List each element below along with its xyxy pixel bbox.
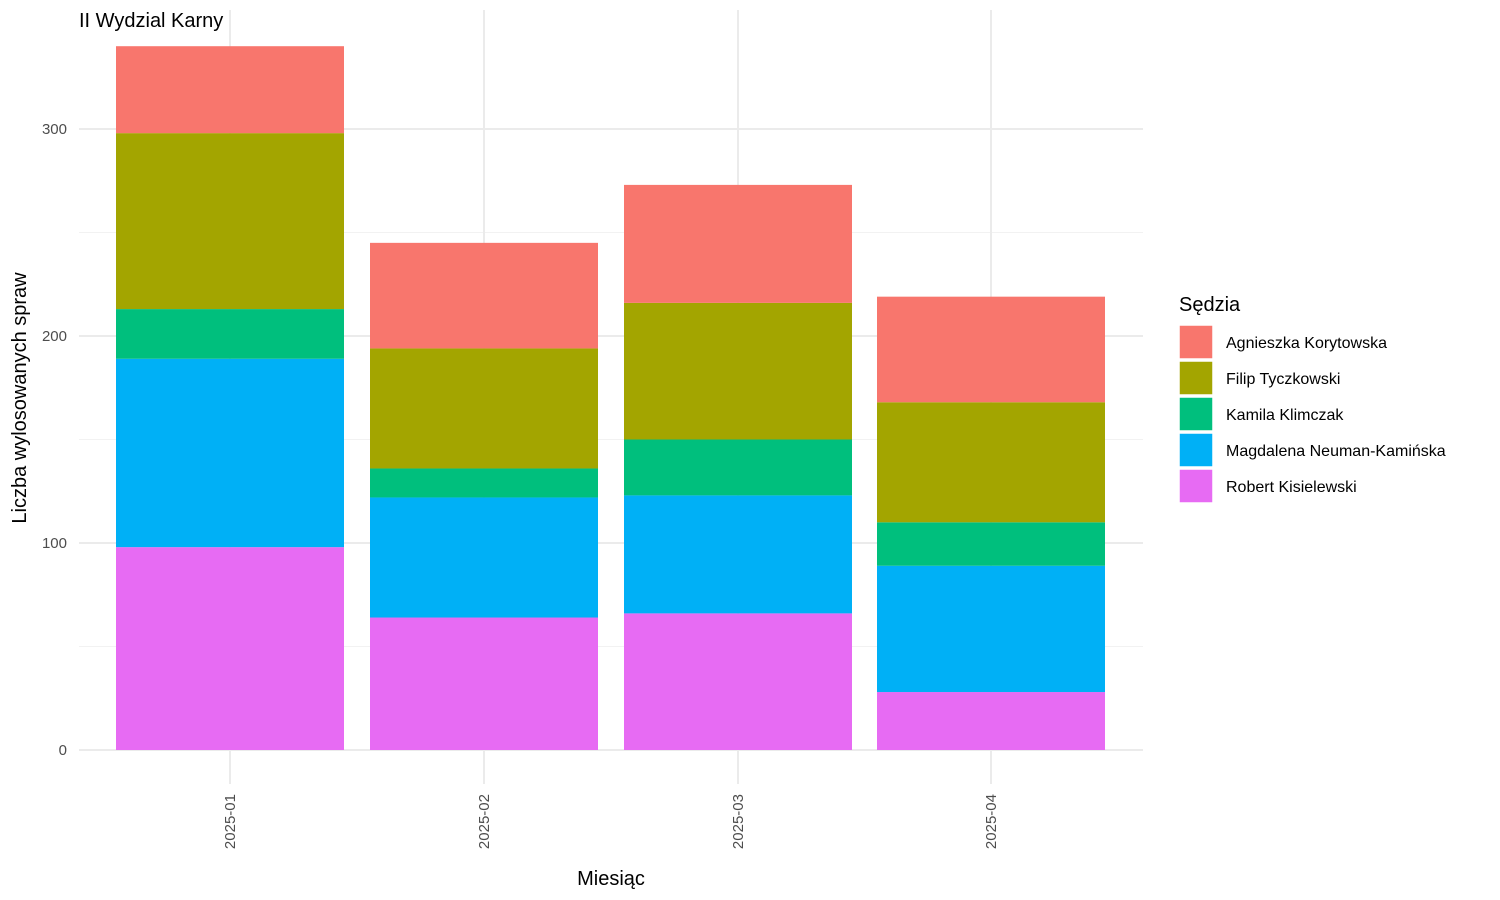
legend-title: Sędzia xyxy=(1179,294,1241,316)
bar-segment xyxy=(116,358,344,548)
legend-swatch xyxy=(1178,432,1214,468)
bar-segment xyxy=(624,302,852,440)
legend: Sędzia Agnieszka Korytowska Filip Tyczkow… xyxy=(1178,294,1446,504)
y-axis-title: Liczba wylosowanych spraw xyxy=(9,272,31,524)
bar-segment xyxy=(624,495,852,614)
bar-segment xyxy=(116,46,344,134)
legend-label: Agnieszka Korytowska xyxy=(1226,335,1387,352)
legend-label: Magdalena Neuman-Kamińska xyxy=(1226,443,1446,460)
bar-segment xyxy=(877,296,1105,403)
x-axis-ticks: 2025-01 2025-02 2025-03 2025-04 xyxy=(222,794,1000,849)
legend-label: Filip Tyczkowski xyxy=(1226,371,1340,388)
y-tick-label: 0 xyxy=(59,742,67,759)
bar-segment xyxy=(370,617,598,750)
x-tick-label: 2025-02 xyxy=(476,794,493,849)
x-axis-title: Miesiąc xyxy=(577,868,645,890)
bars xyxy=(116,46,1105,750)
bar-segment xyxy=(624,439,852,496)
bar-segment xyxy=(116,133,344,310)
chart-title: II Wydzial Karny xyxy=(79,10,223,32)
x-tick-label: 2025-03 xyxy=(730,794,747,849)
legend-swatch xyxy=(1178,360,1214,396)
bar-segment xyxy=(370,468,598,498)
y-axis-ticks: 0 100 200 300 xyxy=(42,121,67,759)
legend-swatch xyxy=(1178,396,1214,432)
bar-segment xyxy=(370,348,598,469)
x-tick-label: 2025-01 xyxy=(222,794,239,849)
bar-segment xyxy=(116,309,344,359)
bar-segment xyxy=(116,547,344,750)
legend-label: Robert Kisielewski xyxy=(1226,479,1357,496)
y-tick-label: 200 xyxy=(42,328,67,345)
bar-segment xyxy=(370,242,598,349)
legend-label: Kamila Klimczak xyxy=(1226,407,1344,424)
x-tick-label: 2025-04 xyxy=(983,794,1000,849)
y-tick-label: 100 xyxy=(42,535,67,552)
legend-swatch xyxy=(1178,468,1214,504)
bar-segment xyxy=(877,565,1105,693)
y-tick-label: 300 xyxy=(42,121,67,138)
bar-segment xyxy=(624,613,852,750)
legend-swatch xyxy=(1178,324,1214,360)
bar-segment xyxy=(370,497,598,618)
bar-segment xyxy=(877,692,1105,750)
bar-segment xyxy=(877,402,1105,523)
bar-segment xyxy=(877,522,1105,566)
bar-segment xyxy=(624,184,852,303)
